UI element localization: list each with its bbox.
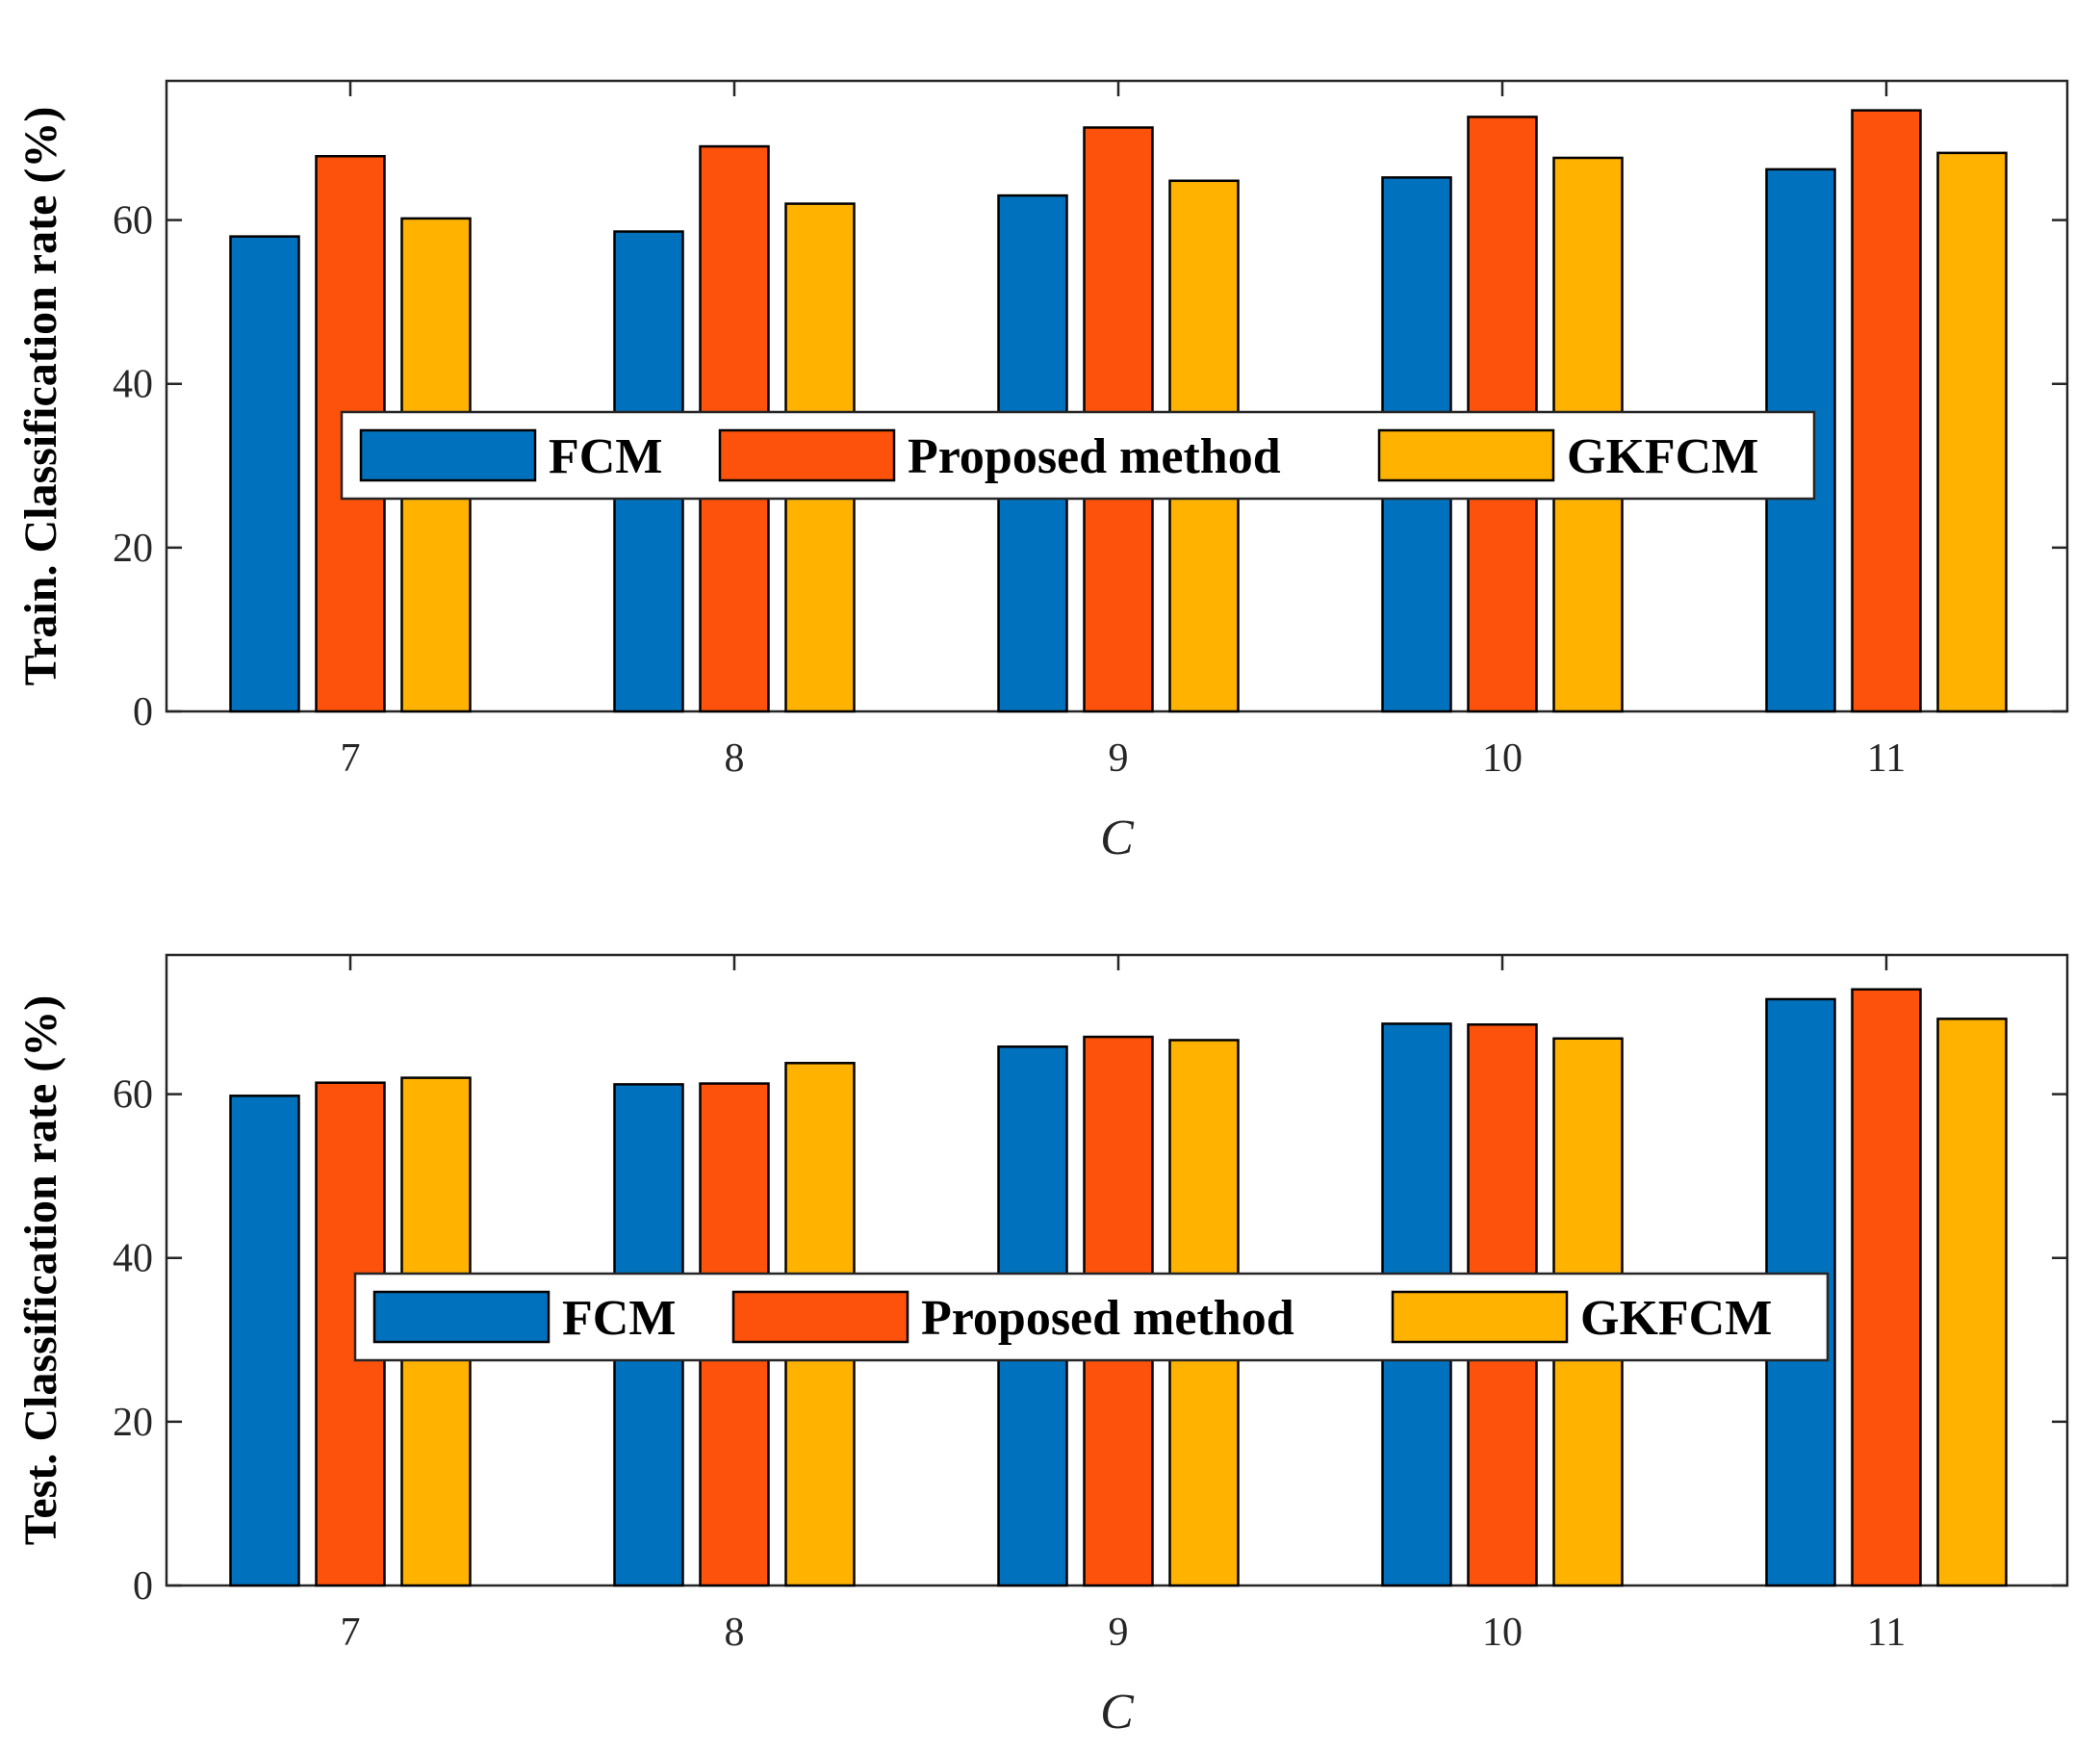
bar-gkfcm-11 <box>1936 1018 2008 1587</box>
legend-swatch-gkfcm <box>1377 428 1555 482</box>
legend-swatch-proposed-method <box>718 428 896 482</box>
y-tick-label: 20 <box>113 1401 153 1445</box>
legend-box <box>340 410 1816 501</box>
y-axis-label: Test. Classification rate (%) <box>15 995 66 1545</box>
y-tick-label: 0 <box>133 690 153 735</box>
y-tick-label: 40 <box>113 363 153 407</box>
x-tick-label: 7 <box>341 736 361 781</box>
x-tick-label: 7 <box>341 1611 361 1655</box>
bar-fcm-7 <box>229 235 300 713</box>
legend-box <box>353 1272 1830 1362</box>
legend-swatch-gkfcm <box>1391 1290 1569 1344</box>
legend-label-gkfcm: GKFCM <box>1580 1291 1772 1346</box>
x-tick-label: 10 <box>1482 736 1523 781</box>
x-tick-label: 9 <box>1109 736 1129 781</box>
x-tick-label: 8 <box>725 736 745 781</box>
y-tick-label: 0 <box>133 1564 153 1609</box>
legend-swatch-fcm <box>372 1290 551 1344</box>
bar-gkfcm-11 <box>1936 151 2008 713</box>
x-tick-label: 11 <box>1867 736 1906 781</box>
bar-proposed-method-11 <box>1851 988 1922 1587</box>
y-axis-label: Train. Classification rate (%) <box>15 107 66 686</box>
y-tick-label: 60 <box>113 199 153 244</box>
y-tick-label: 60 <box>113 1073 153 1118</box>
legend-label-proposed-method: Proposed method <box>908 429 1281 484</box>
y-tick-label: 20 <box>113 527 153 571</box>
x-tick-label: 8 <box>725 1611 745 1655</box>
legend-label-gkfcm: GKFCM <box>1567 429 1758 484</box>
legend-label-fcm: FCM <box>549 429 662 484</box>
x-tick-label: 11 <box>1867 1611 1906 1655</box>
bar-fcm-7 <box>229 1095 300 1587</box>
legend-swatch-fcm <box>359 428 537 482</box>
legend-swatch-proposed-method <box>731 1290 909 1344</box>
bar-proposed-method-11 <box>1851 109 1922 713</box>
x-axis-label: C <box>1100 811 1135 865</box>
y-tick-label: 40 <box>113 1237 153 1281</box>
x-tick-label: 9 <box>1109 1611 1129 1655</box>
x-tick-label: 10 <box>1482 1611 1523 1655</box>
x-axis-label: C <box>1100 1685 1135 1740</box>
legend-label-fcm: FCM <box>562 1291 676 1346</box>
legend-label-proposed-method: Proposed method <box>921 1291 1294 1346</box>
